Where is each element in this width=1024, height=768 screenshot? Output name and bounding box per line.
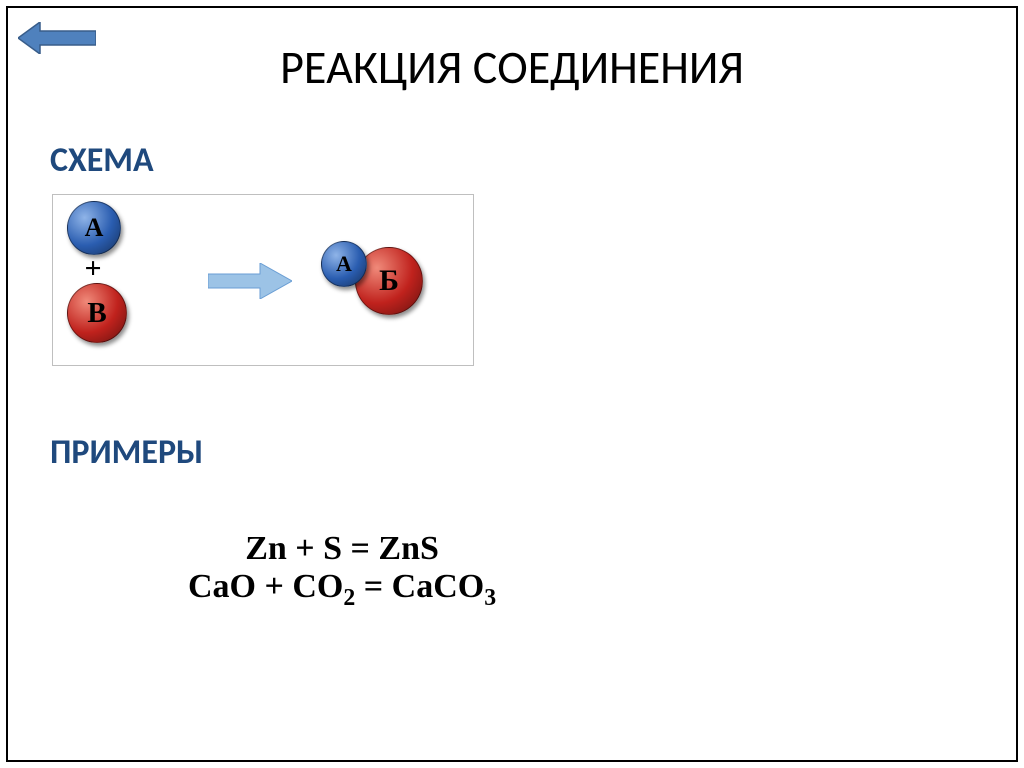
reactant-a-sphere: А <box>67 201 121 255</box>
subheading-schema: СХЕМА <box>50 140 154 181</box>
equation-1: Zn + S = ZnS <box>188 530 496 568</box>
arrow-right-icon <box>208 263 292 299</box>
product-a-sphere: А <box>321 241 367 287</box>
eq2-p1: CaO + CO <box>188 568 343 605</box>
schema-panel: А + В Б А <box>52 194 474 366</box>
reaction-arrow <box>208 263 292 304</box>
eq2-s2: 3 <box>484 585 496 611</box>
schema-product: Б А <box>321 239 461 329</box>
reactant-b-label: В <box>87 297 106 330</box>
equations-block: Zn + S = ZnS CaO + CO2 = CaCO3 <box>188 530 496 612</box>
eq1-text: Zn + S = ZnS <box>245 530 439 567</box>
equation-2: CaO + CO2 = CaCO3 <box>188 568 496 612</box>
reactant-a-label: А <box>85 213 104 243</box>
plus-symbol: + <box>67 255 119 283</box>
slide-frame <box>6 6 1018 762</box>
subheading-examples: ПРИМЕРЫ <box>50 432 203 473</box>
product-a-label: А <box>336 251 352 277</box>
eq2-s1: 2 <box>343 585 355 611</box>
schema-reactants: А + В <box>67 201 127 343</box>
eq2-p2: = CaCO <box>355 568 484 605</box>
product-b-label: Б <box>379 264 399 298</box>
page-title: РЕАКЦИЯ СОЕДИНЕНИЯ <box>0 40 1024 96</box>
reactant-b-sphere: В <box>67 283 127 343</box>
